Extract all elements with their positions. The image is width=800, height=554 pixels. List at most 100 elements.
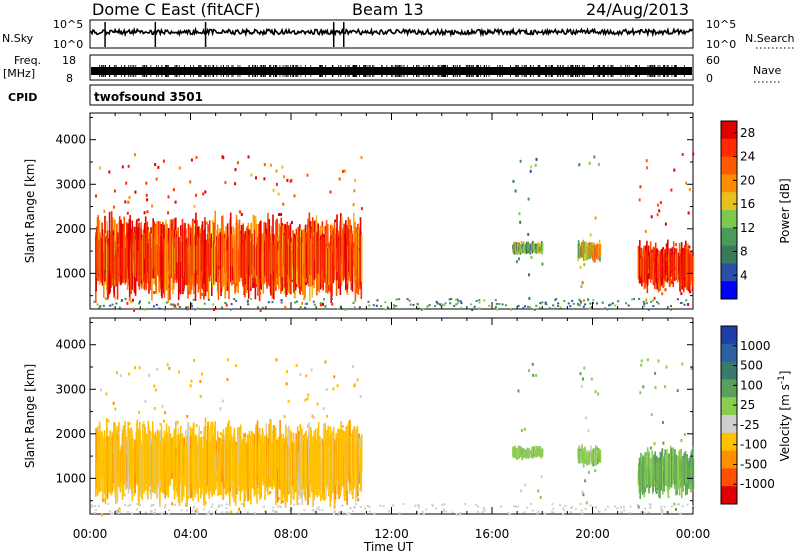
echo-point [517,389,520,393]
colorbar-tick-label: 1000 [740,339,771,353]
echo-point [113,189,116,193]
scatter-point [208,298,210,301]
echo-point [193,220,196,224]
echo-cell [276,440,279,503]
echo-point [659,201,662,205]
scatter-point [577,303,580,306]
echo-point [646,358,649,362]
echo-point [281,500,284,504]
scatter-point [652,299,654,302]
echo-point [579,372,582,376]
colorbar-segment [721,227,737,247]
power-colorbar-label: Power [dB] [778,178,792,243]
scatter-point [344,309,347,311]
echo-point [680,439,683,442]
colorbar-segment [721,361,737,380]
echo-point [673,502,676,506]
scatter-point [382,505,385,508]
scatter-point [559,504,562,507]
y-tick-label: 3000 [55,177,86,191]
y-tick-label: 3000 [55,382,86,396]
scatter-point [155,303,158,306]
scatter-point [170,303,173,306]
scatter-point [263,505,265,508]
scatter-point [186,308,189,311]
echo-point [155,177,158,181]
echo-cell [656,254,659,290]
echo-point [665,365,668,369]
scatter-point [152,503,155,506]
echo-point [540,475,543,479]
echo-point [306,173,309,177]
echo-point [99,166,102,170]
echo-point [239,210,242,214]
scatter-point [661,509,664,512]
echo-point [234,182,237,186]
echo-point [189,384,192,388]
scatter-point [105,298,108,300]
echo-point [272,188,275,192]
scatter-point [109,304,112,307]
echo-cell [577,448,579,459]
echo-point [336,384,339,388]
scatter-point [160,512,163,515]
colorbar-frame [720,325,738,505]
echo-point [159,422,162,426]
echo-point [162,159,165,163]
echo-point [329,190,332,194]
echo-cell [184,454,186,486]
colorbar-segment [721,263,737,282]
scatter-point [312,300,315,303]
scatter-point [129,503,132,506]
colorbar-tick-label: 8 [740,245,748,259]
cpid-value: twofsound 3501 [94,90,203,104]
echo-point [582,493,585,497]
echo-point [107,419,110,423]
scatter-point [460,302,463,305]
scatter-point [124,297,127,300]
scatter-point [620,506,623,509]
echo-point [514,189,517,193]
echo-point [650,215,653,219]
y-tick-label: 1000 [55,471,86,485]
scatter-point [496,308,499,311]
scatter-point [670,308,673,311]
scatter-point [559,306,562,309]
scatter-point [193,308,196,311]
echo-point [128,196,131,200]
scatter-point [449,302,452,305]
scatter-point [224,302,227,304]
scatter-point [173,307,176,310]
echo-point [520,429,523,432]
scatter-point [168,509,171,512]
scatter-point [196,307,199,310]
scatter-point [507,511,510,514]
echo-point [161,404,164,408]
echo-point [304,398,307,402]
scatter-point [299,306,302,309]
echo-point [685,181,687,185]
echo-point [219,432,222,436]
scatter-point [158,307,161,310]
scatter-point [98,306,101,309]
echo-point [153,384,156,388]
scatter-point [93,512,96,514]
scatter-point [367,300,370,303]
scatter-point [417,506,420,509]
scatter-point [616,300,619,303]
scatter-point [455,298,458,301]
echo-point [583,366,586,370]
scatter-point [366,504,369,507]
echo-point [125,181,128,185]
scatter-point [324,307,327,310]
scatter-point [393,307,396,310]
freq-trace [91,65,692,77]
scatter-point [440,303,443,306]
scatter-point [649,503,652,506]
echo-cell [537,242,540,251]
echo-point [152,280,155,284]
scatter-point [243,308,246,310]
echo-point [146,198,149,202]
velocity-ylabel: Slant Range [km] [23,364,37,468]
echo-point [590,377,593,381]
